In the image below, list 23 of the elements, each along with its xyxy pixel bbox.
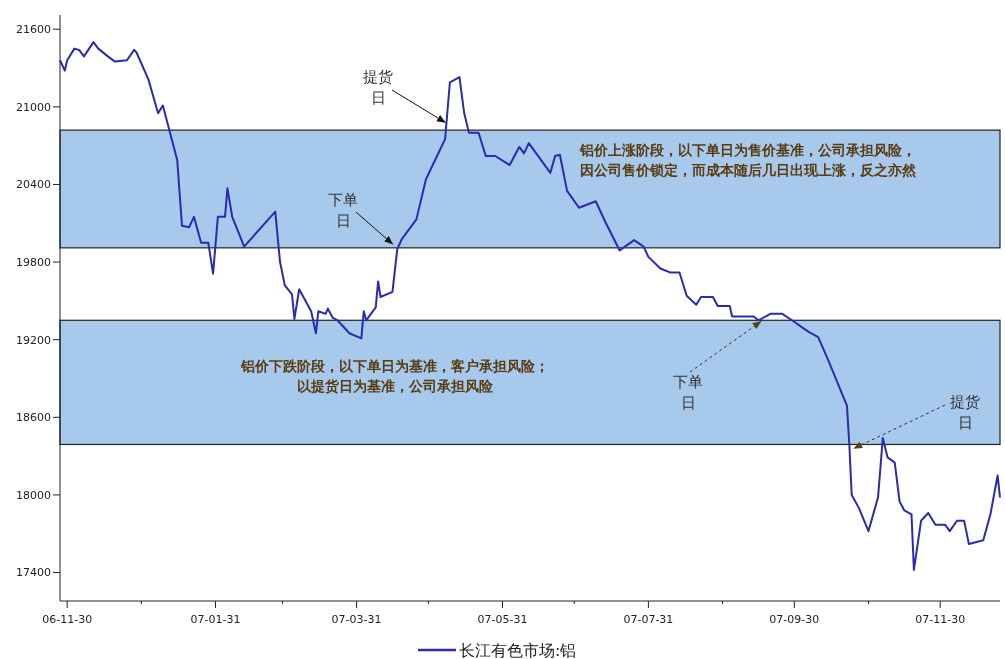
annotation: 提货日 <box>950 393 980 432</box>
x-tick-label: 07-07-31 <box>623 613 674 626</box>
y-tick-label: 20400 <box>16 178 51 192</box>
annotation: 下单日 <box>673 373 703 412</box>
annotation: 下单日 <box>328 191 358 230</box>
y-tick-label: 19800 <box>16 255 51 269</box>
legend-label: 长江有色市场:铝 <box>459 640 577 659</box>
y-tick-label: 21600 <box>16 23 51 37</box>
x-tick-label: 07-11-30 <box>915 613 966 626</box>
x-tick-label: 07-03-31 <box>331 613 382 626</box>
y-tick-label: 18000 <box>16 488 51 502</box>
line-series <box>59 41 1001 571</box>
annotation: 提货日 <box>363 68 393 107</box>
annotation: 铝价上涨阶段，以下单日为售价基准，公司承担风险，因公司售价锁定，而成本随后几日出现上涨，反之亦然 <box>579 142 917 178</box>
x-tick-label: 07-01-31 <box>190 613 241 626</box>
annotation: 铝价下跌阶段，以下单日为基准，客户承担风险；以提货日为基准，公司承担风险 <box>240 358 549 394</box>
y-tick-label: 18600 <box>16 411 51 425</box>
y-tick-label: 17400 <box>16 566 51 580</box>
y-tick-label: 21000 <box>16 100 51 114</box>
x-tick-label: 06-11-30 <box>42 613 93 626</box>
y-tick-label: 19200 <box>16 333 51 347</box>
x-tick-label: 07-05-31 <box>477 613 528 626</box>
x-tick-label: 07-09-30 <box>769 613 820 626</box>
